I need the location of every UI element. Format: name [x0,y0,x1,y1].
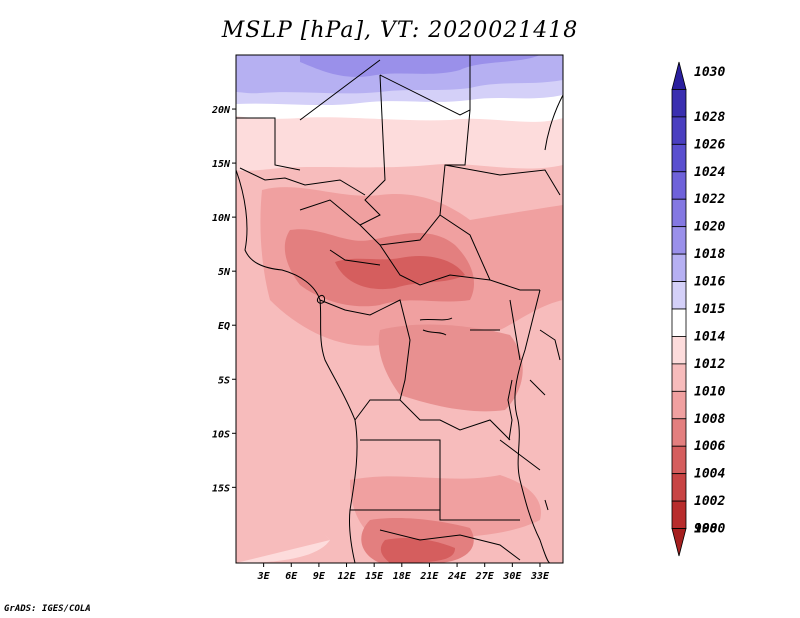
colorbar-label: 1002 [694,494,725,509]
longitude-axis: 3E 6E 9E 12E 15E 18E 21E 24E 27E 30E 33E [257,563,550,582]
colorbar-segment [671,253,687,282]
lat-tick-label: 5S [218,375,230,386]
colorbar-segment [671,418,687,447]
lat-tick-label: 20N [211,105,231,116]
pressure-field [236,55,563,563]
lon-tick-label: 3E [257,571,271,582]
colorbar-label: 1024 [694,165,725,180]
colorbar-label: 1028 [694,110,725,125]
lon-tick-label: 6E [285,571,298,582]
chart-title: MSLP [hPa], VT: 2020021418 [221,18,579,43]
rift-lakes [507,379,549,511]
field-1008-basin [378,324,523,412]
lat-tick-label: 5N [218,267,231,278]
colorbar-label: 1000 [694,522,725,537]
colorbar-label: 1010 [694,384,725,399]
lon-tick-label: 15E [365,571,384,582]
map-frame [235,54,564,564]
colorbar-label: 1020 [694,220,725,235]
rivers [419,317,453,336]
lon-tick-label: 21E [419,571,439,582]
colorbar-label: 1015 [694,302,725,317]
colorbar-segment [671,445,687,475]
colorbar-label: 1026 [694,137,725,152]
coastlines-borders [236,55,563,563]
colorbar-label: 1030 [694,65,725,80]
field-ocean-west [236,270,330,563]
colorbar-segment [671,89,687,118]
field-1018-north [300,55,540,77]
colorbar-label: 1006 [694,439,725,454]
lon-tick-label: 33E [530,571,550,582]
colorbar-segment [671,226,687,255]
colorbar-label: 1014 [694,329,725,344]
lon-tick-label: 12E [338,571,357,582]
lat-tick-label: 15N [212,159,231,170]
lon-tick-label: 24E [447,571,467,582]
coastline-west [236,169,358,563]
colorbar-cap-top [671,61,687,90]
colorbar-segment [671,500,687,529]
colorbar-segment [671,308,687,337]
lon-tick-label: 18E [393,571,412,582]
colorbar-label: 1004 [694,467,725,482]
colorbar-segment [671,143,687,173]
colorbar-segment [671,473,687,502]
lat-tick-label: 10S [212,429,230,440]
lon-tick-label: 9E [313,571,326,582]
colorbar-segment [671,116,687,145]
lon-tick-label: 27E [475,571,495,582]
colorbar: 1030 1028 1026 1024 1022 1020 1018 1016 1015 1014… [671,61,725,557]
colorbar-segment [671,390,687,420]
colorbar-label: 1008 [694,412,725,427]
latitude-axis: 20N 15N 10N 5N EQ 5S 10S 15S [211,105,236,494]
colorbar-label: 1016 [694,275,725,290]
lat-tick-label: 10N [212,213,231,224]
island-bioko [317,294,325,304]
coastline-east [514,94,563,563]
lon-tick-label: 30E [502,571,522,582]
lat-tick-label: EQ [218,321,230,332]
colorbar-label: 1018 [694,247,725,262]
field-1004-south [380,537,455,563]
country-borders [236,55,561,561]
footer-credit: GrADS: IGES/COLA [4,604,91,614]
colorbar-segment [671,281,687,310]
colorbar-segment [671,198,687,228]
colorbar-segment [671,363,687,392]
colorbar-label: 1012 [694,357,725,372]
lat-tick-label: 15S [212,483,230,494]
colorbar-segment [671,336,687,365]
colorbar-cap-bottom [671,528,687,557]
colorbar-label: 998 [694,522,718,537]
colorbar-segment [671,171,687,200]
colorbar-label: 1022 [694,192,725,207]
